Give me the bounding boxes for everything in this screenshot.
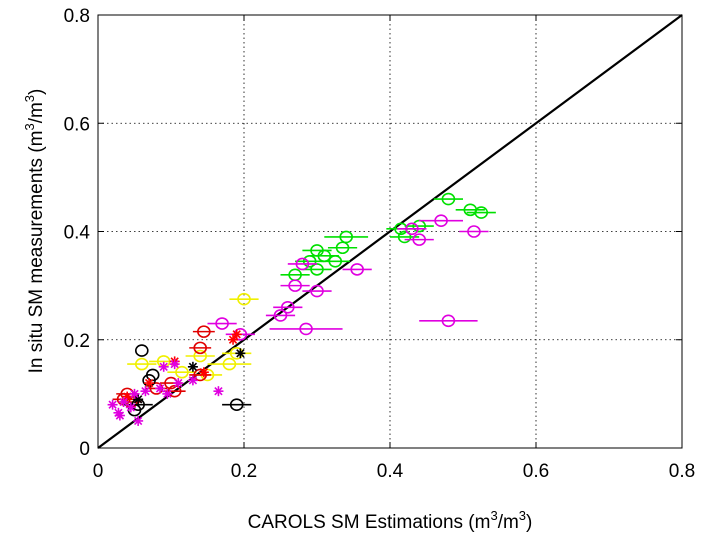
data-point-star (107, 399, 118, 410)
data-point-star (187, 361, 198, 372)
data-point (467, 225, 481, 238)
data-point-star (169, 359, 180, 370)
y-tick-label: 0.2 (64, 331, 90, 352)
data-point-star (173, 378, 184, 389)
data-point-star (125, 402, 136, 413)
data-point (175, 365, 189, 379)
star-stroke (155, 384, 165, 393)
grid-lines (98, 15, 682, 448)
data-point (197, 325, 211, 338)
data-point-star (158, 361, 169, 372)
star-stroke (199, 368, 209, 377)
x-tick-label: 0.4 (377, 461, 404, 482)
data-point (193, 349, 207, 363)
data-point-star (133, 394, 144, 405)
x-tick-label: 0.6 (523, 461, 549, 482)
star-stroke (174, 378, 183, 388)
data-point (441, 314, 456, 328)
star-stroke (108, 400, 117, 409)
star-stroke (159, 362, 168, 371)
y-tick-label: 0.4 (64, 223, 91, 244)
star-stroke (214, 387, 223, 396)
data-point (193, 341, 207, 355)
data-point-star (155, 383, 166, 394)
data-point-star (228, 334, 239, 345)
data-point-star (118, 396, 129, 407)
data-points (107, 192, 496, 426)
data-point (412, 233, 427, 246)
reference-line-layer (97, 14, 683, 449)
data-point (397, 230, 412, 244)
x-tick-label: 0.2 (231, 461, 257, 482)
data-point-star (144, 378, 155, 389)
y-axis-label: In situ SM measurements (m3/m3) (22, 89, 47, 374)
star-stroke (188, 362, 198, 371)
star-stroke (126, 403, 136, 412)
star-stroke (141, 387, 150, 396)
data-point (434, 214, 448, 227)
x-tick-label: 0 (93, 461, 104, 482)
star-stroke (163, 389, 172, 399)
data-point-star (133, 415, 144, 426)
star-stroke (130, 389, 139, 399)
data-point (288, 279, 302, 292)
data-point-star (114, 410, 125, 421)
star-stroke (133, 416, 143, 426)
data-point-star (213, 386, 224, 397)
x-axis-label: CAROLS SM Estimations (m3/m3) (248, 508, 533, 533)
data-point (135, 344, 149, 357)
data-point (237, 292, 251, 306)
star-stroke (170, 359, 179, 369)
data-point (328, 254, 343, 268)
data-point (135, 357, 149, 371)
y-tick-label: 0.6 (64, 114, 90, 135)
data-point (441, 192, 456, 206)
data-point (474, 206, 489, 219)
one-to-one-line (97, 14, 683, 449)
data-point (405, 222, 419, 236)
data-point (229, 398, 244, 412)
data-point-star (198, 367, 209, 378)
star-stroke (119, 397, 128, 407)
data-point-star (235, 348, 246, 359)
data-point-star (140, 386, 151, 397)
data-point (350, 263, 364, 276)
y-tick-labels: 0 0.2 0.4 0.6 0.8 (64, 6, 91, 460)
star-stroke (228, 335, 238, 344)
y-tick-label: 0.8 (64, 6, 90, 27)
data-point (302, 254, 317, 268)
star-stroke (232, 330, 241, 339)
data-point-star (129, 388, 140, 399)
y-tick-label: 0 (79, 439, 90, 460)
data-point (215, 317, 229, 330)
data-point-star (187, 375, 198, 386)
x-tick-label: 0.8 (669, 461, 695, 482)
data-point-star (162, 388, 173, 399)
star-stroke (115, 411, 125, 420)
star-stroke (144, 378, 154, 388)
star-stroke (188, 376, 198, 385)
data-point-star (231, 329, 242, 340)
tick-marks (97, 14, 683, 449)
data-point (295, 257, 310, 271)
data-point (335, 241, 350, 255)
star-stroke (236, 349, 245, 358)
data-point (280, 300, 295, 314)
data-point (299, 322, 313, 336)
data-point (310, 284, 324, 298)
data-point (222, 357, 237, 371)
x-tick-labels: 0 0.2 0.4 0.6 0.8 (93, 461, 696, 482)
data-point (273, 309, 288, 322)
star-stroke (133, 395, 143, 404)
